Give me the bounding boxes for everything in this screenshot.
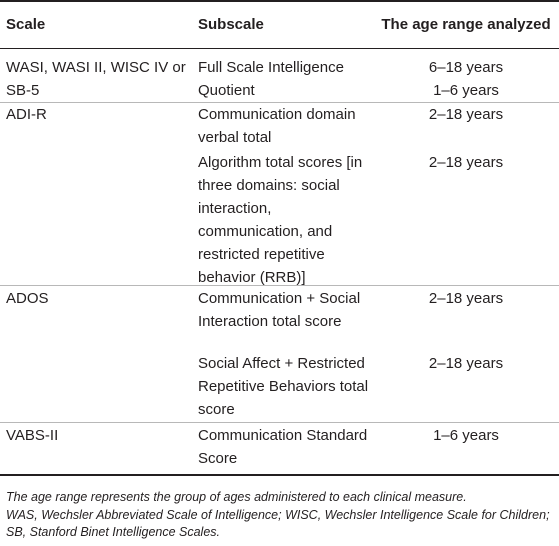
row-divider: [0, 422, 559, 423]
cell-age-range: 2–18 years: [428, 355, 504, 372]
row-divider: [0, 285, 559, 286]
header-scale: Scale: [6, 16, 46, 33]
cell-subscale: Algorithm total scores [in three domains…: [198, 154, 363, 286]
header-subscale: Subscale: [198, 16, 264, 33]
cell-subscale: Social Affect + Restricted Repetitive Be…: [198, 355, 369, 418]
table-footnote: The age range represents the group of ag…: [6, 489, 552, 542]
header-age-range: The age range analyzed: [381, 16, 551, 33]
cell-age-range: 2–18 years: [428, 106, 504, 123]
cell-age-range: 2–18 years: [428, 290, 504, 307]
cell-age-range: 2–18 years: [428, 154, 504, 171]
footnote-abbreviations: WAS, Wechsler Abbreviated Scale of Intel…: [6, 507, 550, 540]
cell-subscale: Communication + Social Interaction total…: [198, 290, 361, 330]
cell-subscale: Full Scale Intelligence Quotient: [198, 59, 344, 99]
cell-scale: ADI-R: [6, 106, 47, 123]
cell-scale: WASI, WASI II, WISC IV or SB-5: [6, 59, 186, 99]
footnote-line: The age range represents the group of ag…: [6, 490, 467, 504]
cell-age-range: 1–6 years: [433, 427, 499, 444]
age-line: 1–6 years: [433, 82, 499, 99]
age-line: 6–18 years: [428, 59, 504, 76]
table-bottom-rule: [0, 474, 559, 476]
cell-subscale: Communication Standard Score: [198, 427, 368, 467]
cell-age-range: 6–18 years 1–6 years: [376, 56, 556, 102]
cell-scale: ADOS: [6, 290, 49, 307]
table-top-rule: [0, 0, 559, 2]
row-divider: [0, 102, 559, 103]
cell-subscale: Communication domain verbal total: [198, 106, 356, 146]
header-bottom-rule: [0, 48, 559, 49]
cell-scale: VABS-II: [6, 427, 59, 444]
